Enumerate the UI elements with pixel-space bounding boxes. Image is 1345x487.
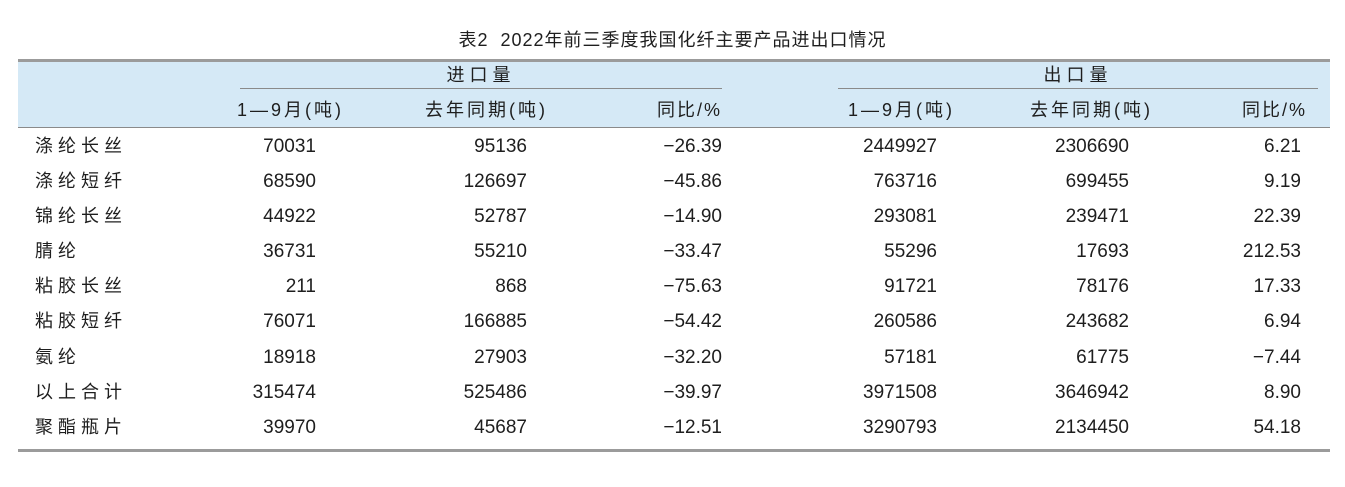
table-row: 涤纶短纤 68590 126697 −45.86 763716 699455 9… bbox=[0, 164, 1345, 199]
export-ytd-value: 763716 bbox=[873, 171, 937, 192]
import-prev-value: 52787 bbox=[474, 206, 527, 227]
import-yoy-value: −54.42 bbox=[663, 311, 722, 332]
import-prev-value: 166885 bbox=[463, 311, 527, 332]
export-ytd-value: 3971508 bbox=[863, 382, 937, 403]
table-row: 腈纶 36731 55210 −33.47 55296 17693 212.53 bbox=[0, 234, 1345, 269]
export-prev-header: 去年同期(吨) bbox=[1030, 100, 1153, 120]
export-yoy-value: 54.18 bbox=[1253, 417, 1301, 438]
export-group-header: 出口量 bbox=[1043, 65, 1113, 85]
import-ytd-value: 76071 bbox=[263, 311, 316, 332]
import-yoy-header: 同比/% bbox=[656, 100, 722, 120]
export-prev-value: 699455 bbox=[1065, 171, 1129, 192]
import-yoy-value: −32.20 bbox=[663, 347, 722, 368]
import-ytd-value: 39970 bbox=[263, 417, 316, 438]
import-ytd-value: 211 bbox=[285, 276, 316, 297]
import-prev-value: 45687 bbox=[474, 417, 527, 438]
row-label: 粘胶长丝 bbox=[35, 276, 127, 296]
import-yoy-value: −45.86 bbox=[663, 171, 722, 192]
table-row: 锦纶长丝 44922 52787 −14.90 293081 239471 22… bbox=[0, 199, 1345, 234]
export-yoy-value: 6.21 bbox=[1264, 136, 1301, 157]
import-ytd-value: 68590 bbox=[263, 171, 316, 192]
row-label: 腈纶 bbox=[35, 241, 81, 261]
export-prev-value: 2306690 bbox=[1055, 136, 1129, 157]
table-row: 涤纶长丝 70031 95136 −26.39 2449927 2306690 … bbox=[0, 129, 1345, 164]
export-ytd-header: 1—9月(吨) bbox=[848, 100, 956, 120]
row-label: 氨纶 bbox=[35, 347, 81, 367]
export-prev-value: 61775 bbox=[1076, 347, 1129, 368]
export-ytd-value: 57181 bbox=[884, 347, 937, 368]
import-yoy-value: −75.63 bbox=[663, 276, 722, 297]
row-label: 粘胶短纤 bbox=[35, 311, 127, 331]
export-prev-value: 239471 bbox=[1065, 206, 1129, 227]
header-background bbox=[18, 62, 1330, 127]
table-row: 粘胶短纤 76071 166885 −54.42 260586 243682 6… bbox=[0, 304, 1345, 339]
export-ytd-value: 260586 bbox=[873, 311, 937, 332]
table-row: 聚酯瓶片 39970 45687 −12.51 3290793 2134450 … bbox=[0, 410, 1345, 445]
row-label: 锦纶长丝 bbox=[35, 206, 127, 226]
import-prev-value: 525486 bbox=[463, 382, 527, 403]
export-yoy-header: 同比/% bbox=[1241, 100, 1307, 120]
row-label: 以上合计 bbox=[35, 382, 127, 402]
import-ytd-value: 36731 bbox=[263, 241, 316, 262]
import-prev-header: 去年同期(吨) bbox=[425, 100, 548, 120]
import-yoy-value: −14.90 bbox=[663, 206, 722, 227]
row-label: 涤纶长丝 bbox=[35, 136, 127, 156]
import-prev-value: 126697 bbox=[463, 171, 527, 192]
header-bottom-rule bbox=[18, 127, 1330, 128]
table-row: 粘胶长丝 211 868 −75.63 91721 78176 17.33 bbox=[0, 269, 1345, 304]
export-yoy-value: −7.44 bbox=[1252, 347, 1301, 368]
export-yoy-value: 22.39 bbox=[1253, 206, 1301, 227]
import-group-underline bbox=[240, 88, 722, 89]
import-prev-value: 55210 bbox=[474, 241, 527, 262]
export-group-underline bbox=[838, 88, 1318, 89]
import-yoy-value: −12.51 bbox=[663, 417, 722, 438]
import-ytd-value: 315474 bbox=[252, 382, 316, 403]
export-yoy-value: 6.94 bbox=[1264, 311, 1301, 332]
import-ytd-value: 44922 bbox=[263, 206, 316, 227]
import-yoy-value: −33.47 bbox=[663, 241, 722, 262]
export-prev-value: 17693 bbox=[1076, 241, 1129, 262]
export-prev-value: 3646942 bbox=[1055, 382, 1129, 403]
export-yoy-value: 9.19 bbox=[1264, 171, 1301, 192]
import-ytd-header: 1—9月(吨) bbox=[237, 100, 345, 120]
import-prev-value: 95136 bbox=[474, 136, 527, 157]
export-prev-value: 78176 bbox=[1076, 276, 1129, 297]
import-prev-value: 868 bbox=[495, 276, 527, 297]
export-prev-value: 2134450 bbox=[1055, 417, 1129, 438]
import-ytd-value: 18918 bbox=[263, 347, 316, 368]
import-yoy-value: −26.39 bbox=[663, 136, 722, 157]
import-ytd-value: 70031 bbox=[263, 136, 316, 157]
export-ytd-value: 3290793 bbox=[863, 417, 937, 438]
bottom-rule bbox=[18, 449, 1330, 452]
table-row: 氨纶 18918 27903 −32.20 57181 61775 −7.44 bbox=[0, 340, 1345, 375]
export-ytd-value: 55296 bbox=[884, 241, 937, 262]
export-yoy-value: 17.33 bbox=[1253, 276, 1301, 297]
export-yoy-value: 212.53 bbox=[1242, 241, 1301, 262]
export-yoy-value: 8.90 bbox=[1264, 382, 1301, 403]
table-caption: 表2 2022年前三季度我国化纤主要产品进出口情况 bbox=[458, 30, 887, 50]
export-ytd-value: 91721 bbox=[884, 276, 937, 297]
export-ytd-value: 293081 bbox=[873, 206, 937, 227]
export-ytd-value: 2449927 bbox=[863, 136, 937, 157]
import-prev-value: 27903 bbox=[474, 347, 527, 368]
import-group-header: 进口量 bbox=[446, 65, 516, 85]
row-label: 聚酯瓶片 bbox=[35, 417, 127, 437]
export-prev-value: 243682 bbox=[1065, 311, 1129, 332]
row-label: 涤纶短纤 bbox=[35, 171, 127, 191]
import-yoy-value: −39.97 bbox=[663, 382, 722, 403]
top-rule bbox=[18, 59, 1330, 62]
table-row: 以上合计 315474 525486 −39.97 3971508 364694… bbox=[0, 375, 1345, 410]
